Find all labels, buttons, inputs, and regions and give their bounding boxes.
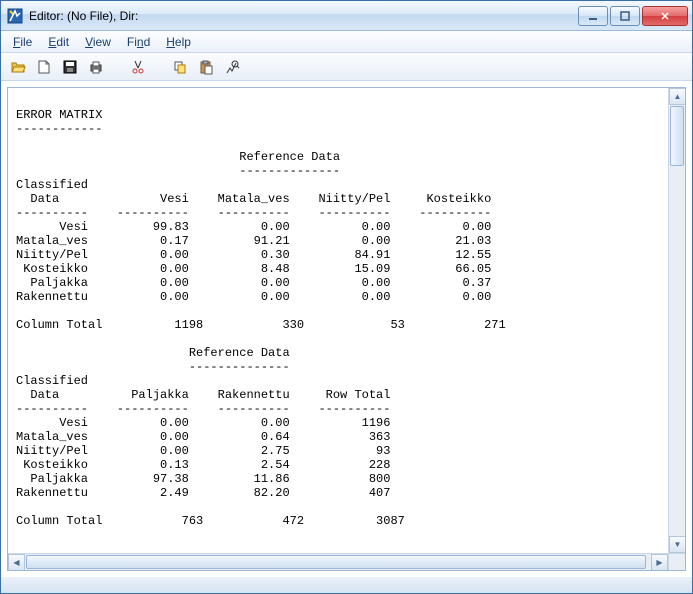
scrollbar-corner (668, 554, 685, 570)
menu-find[interactable]: Find (119, 33, 158, 51)
menu-help[interactable]: Help (158, 33, 199, 51)
app-icon (7, 8, 23, 24)
copy-icon[interactable] (169, 56, 191, 78)
paste-icon[interactable] (195, 56, 217, 78)
menu-bar: File Edit View Find Help (1, 31, 692, 53)
horizontal-scrollbar[interactable]: ◀ ▶ (8, 553, 685, 570)
title-bar[interactable]: Editor: (No File), Dir: (1, 1, 692, 31)
scroll-up-icon[interactable]: ▲ (669, 88, 685, 105)
content-area: ERROR MATRIX ------------ Reference Data… (7, 87, 686, 571)
window-buttons (578, 6, 688, 26)
window-title: Editor: (No File), Dir: (29, 9, 578, 23)
scroll-thumb-horizontal[interactable] (26, 555, 646, 569)
scroll-right-icon[interactable]: ▶ (651, 554, 668, 570)
scroll-left-icon[interactable]: ◀ (8, 554, 25, 570)
minimize-button[interactable] (578, 6, 608, 26)
cut-icon[interactable] (127, 56, 149, 78)
vertical-scrollbar[interactable]: ▲ ▼ (668, 88, 685, 553)
menu-view[interactable]: View (77, 33, 119, 51)
save-icon[interactable] (59, 56, 81, 78)
toolbar (1, 53, 692, 81)
close-button[interactable] (642, 6, 688, 26)
editor-text[interactable]: ERROR MATRIX ------------ Reference Data… (8, 88, 685, 570)
find-icon[interactable] (221, 56, 243, 78)
menu-edit[interactable]: Edit (40, 33, 77, 51)
scroll-thumb-vertical[interactable] (670, 106, 684, 166)
editor-viewport[interactable]: ERROR MATRIX ------------ Reference Data… (8, 88, 685, 570)
status-bar (1, 577, 692, 593)
scroll-down-icon[interactable]: ▼ (669, 536, 685, 553)
new-file-icon[interactable] (33, 56, 55, 78)
editor-window: Editor: (No File), Dir: File Edit View F… (0, 0, 693, 594)
maximize-button[interactable] (610, 6, 640, 26)
menu-file[interactable]: File (5, 33, 40, 51)
print-icon[interactable] (85, 56, 107, 78)
open-icon[interactable] (7, 56, 29, 78)
